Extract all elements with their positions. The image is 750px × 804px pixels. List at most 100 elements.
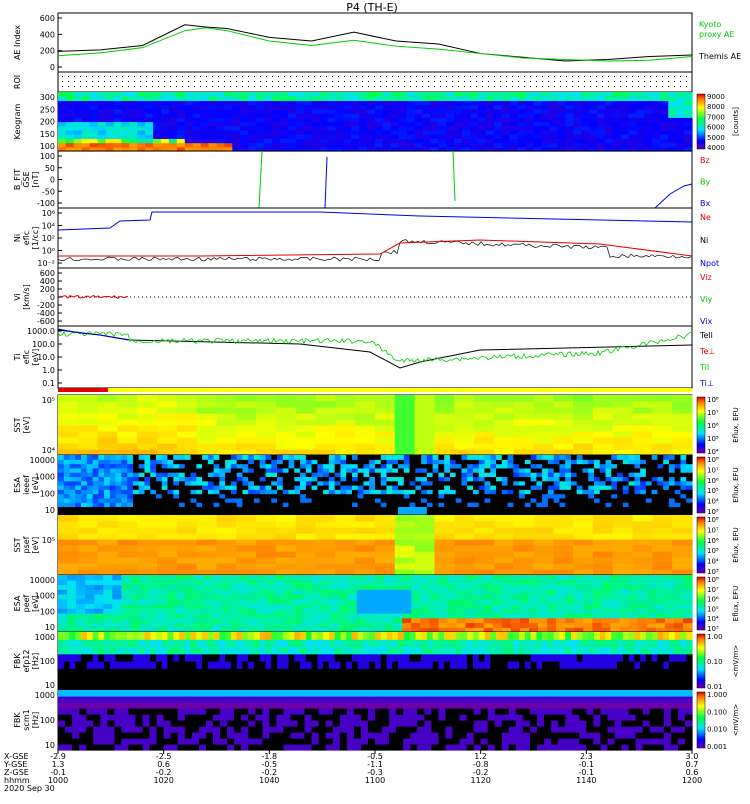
heatmap-cell — [665, 623, 675, 628]
heatmap-cell — [629, 580, 639, 585]
heatmap-cell — [98, 419, 118, 426]
heatmap-cell — [153, 113, 162, 118]
heatmap-cell — [137, 443, 157, 450]
legend-entry: Vix — [700, 317, 713, 326]
heatmap-cell — [665, 585, 675, 590]
heatmap-cell — [415, 481, 421, 486]
heatmap-cell — [144, 502, 150, 507]
heatmap-cell — [502, 138, 511, 143]
heatmap-cell — [542, 506, 548, 511]
heatmap-cell — [466, 623, 476, 628]
heatmap-cell — [623, 481, 629, 486]
heatmap-cell — [121, 639, 127, 647]
heatmap-cell — [629, 109, 638, 114]
panel-frame-ae — [58, 13, 692, 72]
heatmap-cell — [493, 608, 503, 613]
roi-dot — [440, 81, 441, 82]
heatmap-cell — [433, 472, 439, 477]
heatmap-cell — [225, 498, 231, 503]
heatmap-cell — [340, 468, 346, 473]
y-tick-label: 50 — [45, 164, 55, 173]
heatmap-cell — [87, 647, 93, 655]
roi-dot — [584, 76, 585, 77]
heatmap-cell — [633, 515, 653, 522]
heatmap-cell — [239, 608, 249, 613]
heatmap-cell — [98, 506, 104, 511]
heatmap-cell — [395, 557, 415, 564]
heatmap-cell — [427, 489, 433, 494]
heatmap-cell — [330, 575, 340, 580]
heatmap-cell — [637, 105, 646, 110]
heatmap-cell — [317, 455, 323, 460]
heatmap-cell — [156, 632, 162, 640]
heatmap-cell — [355, 533, 375, 540]
heatmap-cell — [277, 683, 283, 691]
heatmap-cell — [144, 476, 150, 481]
heatmap-cell — [110, 498, 116, 503]
heatmap-cell — [644, 96, 653, 101]
heatmap-cell — [474, 515, 494, 522]
heatmap-cell — [513, 502, 519, 507]
heatmap-cell — [98, 96, 107, 101]
heatmap-cell — [549, 134, 558, 139]
heatmap-cell — [518, 113, 527, 118]
heatmap-cell — [296, 92, 305, 97]
heatmap-cell — [221, 604, 231, 609]
heatmap-cell — [201, 122, 210, 127]
heatmap-cell — [242, 459, 248, 464]
heatmap-cell — [510, 122, 519, 127]
heatmap-cell — [577, 481, 583, 486]
heatmap-cell — [98, 109, 107, 114]
heatmap-cell — [248, 117, 257, 122]
heatmap-cell — [157, 431, 177, 438]
colorbar-tick: 10⁴ — [707, 448, 719, 456]
heatmap-cell — [438, 130, 447, 135]
roi-dot — [464, 81, 465, 82]
heatmap-cell — [193, 113, 202, 118]
heatmap-cell — [657, 485, 663, 490]
heatmap-cell — [288, 105, 297, 110]
heatmap-cell — [470, 143, 479, 148]
heatmap-cell — [103, 613, 113, 618]
heatmap-cell — [675, 506, 681, 511]
heatmap-cell — [621, 122, 630, 127]
roi-dot — [254, 86, 255, 87]
heatmap-cell — [129, 126, 138, 131]
heatmap-cell — [355, 557, 375, 564]
roi-dot — [170, 81, 171, 82]
heatmap-cell — [638, 613, 648, 618]
heatmap-cell — [265, 498, 271, 503]
heatmap-cell — [420, 585, 430, 590]
heatmap-cell — [185, 594, 195, 599]
heatmap-cell — [375, 117, 384, 122]
heatmap-cell — [323, 481, 329, 486]
heatmap-cell — [112, 608, 122, 613]
heatmap-cell — [629, 96, 638, 101]
heatmap-cell — [221, 580, 231, 585]
heatmap-cell — [280, 117, 289, 122]
heatmap-cell — [398, 455, 404, 460]
heatmap-cell — [573, 126, 582, 131]
heatmap-cell — [415, 126, 424, 131]
heatmap-cell — [117, 419, 137, 426]
heatmap-cell — [461, 459, 467, 464]
heatmap-cell — [493, 594, 503, 599]
heatmap-cell — [387, 459, 393, 464]
heatmap-cell — [70, 464, 76, 469]
heatmap-cell — [139, 498, 145, 503]
heatmap-cell — [129, 96, 138, 101]
heatmap-cell — [387, 489, 393, 494]
roi-dot — [620, 86, 621, 87]
heatmap-cell — [58, 498, 64, 503]
heatmap-cell — [219, 498, 225, 503]
heatmap-cell — [185, 126, 194, 131]
heatmap-cell — [433, 502, 439, 507]
heatmap-cell — [140, 604, 150, 609]
heatmap-cell — [121, 668, 127, 676]
heatmap-cell — [375, 575, 385, 580]
heatmap-cell — [81, 506, 87, 511]
heatmap-cell — [534, 122, 543, 127]
heatmap-cell — [647, 599, 657, 604]
roi-dot — [668, 76, 669, 77]
heatmap-cell — [601, 623, 611, 628]
